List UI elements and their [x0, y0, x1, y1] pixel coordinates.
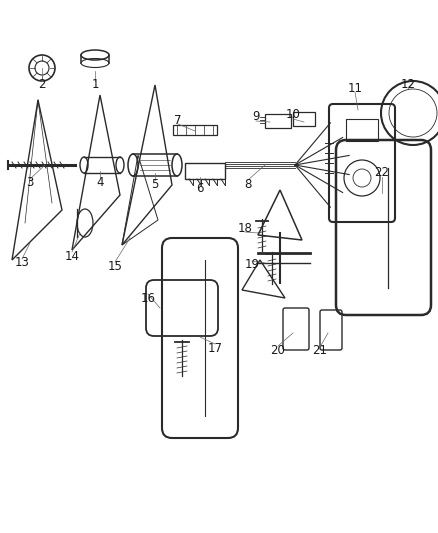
Text: 17: 17 — [208, 342, 223, 354]
Text: 10: 10 — [286, 109, 300, 122]
Text: 3: 3 — [26, 176, 34, 190]
Bar — [293, 112, 315, 126]
Text: 15: 15 — [108, 260, 123, 272]
Text: 18: 18 — [237, 222, 252, 235]
Text: 14: 14 — [64, 249, 80, 262]
Bar — [185, 163, 225, 179]
Bar — [346, 119, 378, 141]
Text: 2: 2 — [38, 78, 46, 92]
Text: 6: 6 — [196, 182, 204, 196]
Text: 9: 9 — [252, 110, 260, 124]
Text: 11: 11 — [347, 82, 363, 94]
Text: 22: 22 — [374, 166, 389, 180]
Text: 16: 16 — [141, 292, 155, 304]
Text: 7: 7 — [174, 114, 182, 126]
Text: 19: 19 — [244, 259, 259, 271]
Text: 21: 21 — [312, 344, 328, 358]
Text: 1: 1 — [91, 78, 99, 92]
Bar — [265, 114, 291, 128]
Text: 5: 5 — [151, 177, 159, 190]
Text: 4: 4 — [96, 176, 104, 190]
Text: 13: 13 — [14, 256, 29, 270]
Text: 8: 8 — [244, 177, 252, 190]
Bar — [173, 125, 217, 135]
Text: 20: 20 — [271, 343, 286, 357]
Text: 12: 12 — [400, 78, 416, 92]
